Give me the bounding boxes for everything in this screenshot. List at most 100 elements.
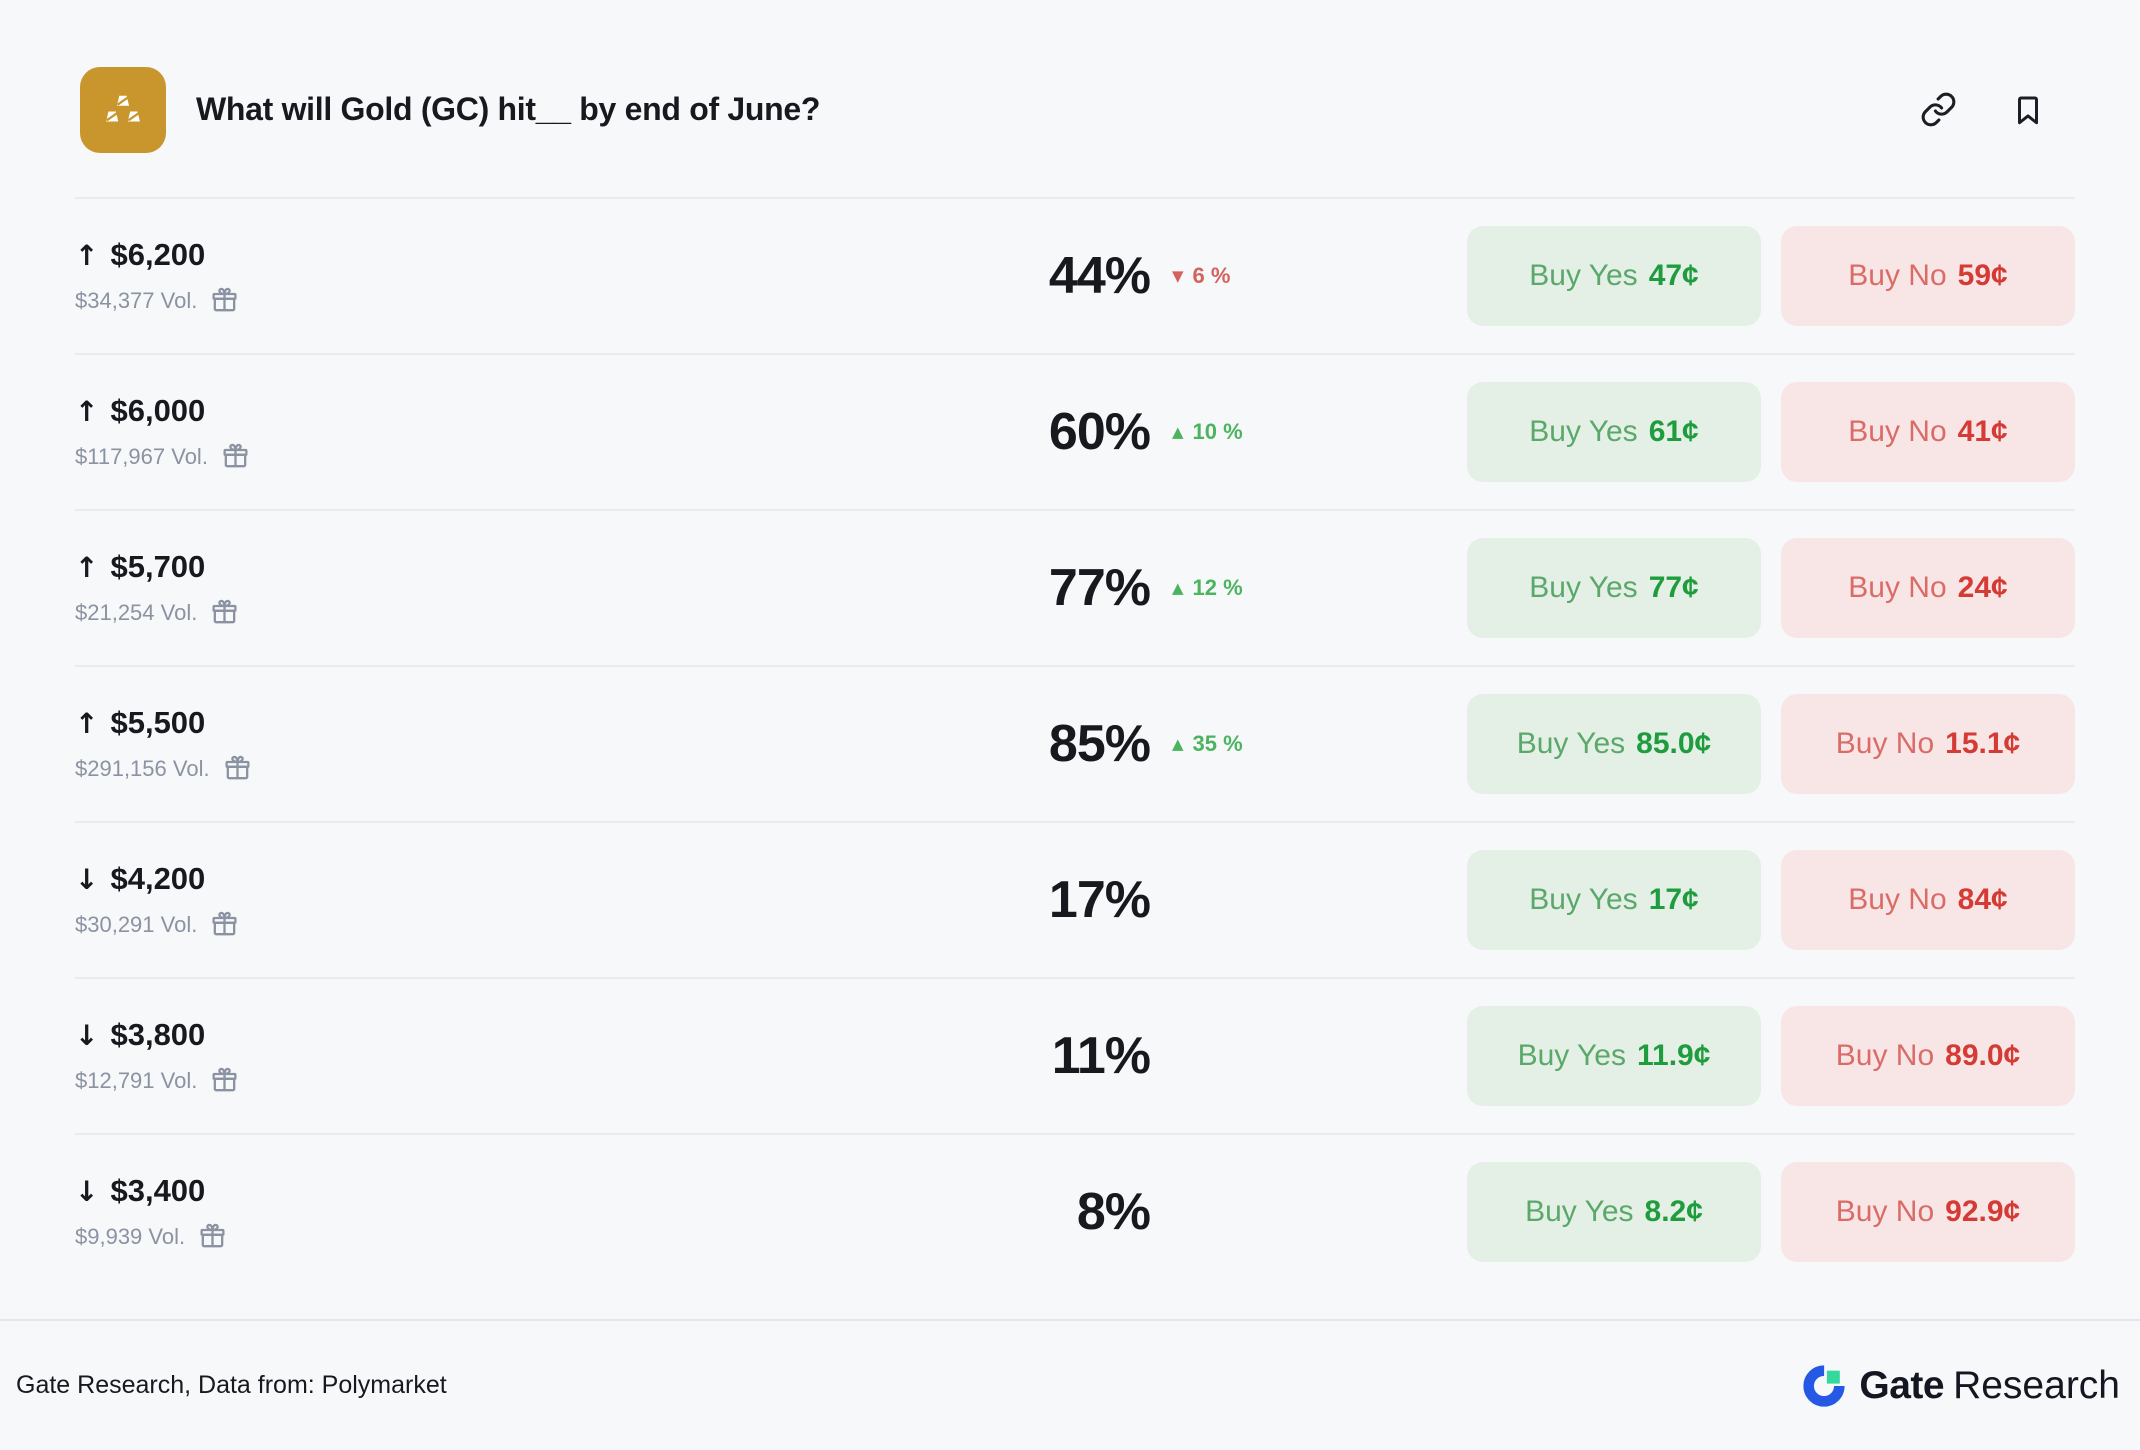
- outcome-info: ↑ $6,000 $117,967 Vol.: [75, 393, 635, 471]
- source-attribution: Gate Research, Data from: Polymarket: [16, 1371, 447, 1399]
- direction-arrow-icon: ↓: [75, 862, 99, 896]
- market-row: ↑ $5,700 $21,254 Vol.: [75, 509, 2075, 665]
- change-indicator: ▲ 35 %: [1172, 731, 1322, 757]
- chance-percent: 17%: [1048, 871, 1151, 929]
- direction-arrow-icon: ↓: [75, 1174, 99, 1208]
- buy-no-button[interactable]: Buy No 59¢: [1781, 226, 2075, 326]
- outcome-price-value: $4,200: [110, 861, 206, 896]
- buy-no-button[interactable]: Buy No 15.1¢: [1781, 694, 2075, 794]
- market-row: ↓ $3,800 $12,791 Vol.: [75, 977, 2075, 1133]
- outcome-volume: $30,291 Vol.: [75, 910, 635, 939]
- chance-percent: 44%: [1048, 247, 1151, 305]
- market-row: ↑ $6,200 $34,377 Vol.: [75, 197, 2075, 353]
- gift-icon[interactable]: [210, 1066, 239, 1095]
- buy-yes-price: 8.2¢: [1644, 1195, 1703, 1228]
- volume-label: $30,291 Vol.: [75, 911, 198, 937]
- market-row: ↑ $6,000 $117,967 Vol.: [75, 353, 2075, 509]
- outcome-info: ↑ $5,500 $291,156 Vol.: [75, 705, 635, 783]
- volume-label: $9,939 Vol.: [75, 1223, 186, 1249]
- buy-yes-button[interactable]: Buy Yes 61¢: [1467, 382, 1761, 482]
- row-buttons: Buy Yes 11.9¢ Buy No 89.0¢: [1467, 1006, 2075, 1106]
- bookmark-button[interactable]: [2011, 93, 2045, 127]
- buy-yes-price: 61¢: [1648, 415, 1699, 448]
- buy-no-button[interactable]: Buy No 89.0¢: [1781, 1006, 2075, 1106]
- buy-no-label: Buy No: [1835, 1195, 1935, 1228]
- buy-no-label: Buy No: [1848, 259, 1947, 292]
- buy-yes-button[interactable]: Buy Yes 77¢: [1467, 538, 1761, 638]
- volume-label: $12,791 Vol.: [75, 1067, 198, 1093]
- chance-percent: 8%: [1076, 1183, 1151, 1241]
- outcome-price-value: $5,500: [110, 705, 206, 740]
- buy-yes-price: 17¢: [1648, 883, 1699, 916]
- buy-yes-button[interactable]: Buy Yes 47¢: [1467, 226, 1761, 326]
- market-row: ↓ $3,400 $9,939 Vol.: [75, 1133, 2075, 1289]
- outcome-info: ↓ $3,400 $9,939 Vol.: [75, 1173, 635, 1251]
- direction-arrow-icon: ↑: [75, 238, 99, 272]
- header: What will Gold (GC) hit__ by end of June…: [0, 0, 2140, 197]
- buy-yes-label: Buy Yes: [1529, 415, 1638, 448]
- gift-icon[interactable]: [223, 754, 252, 783]
- buy-yes-label: Buy Yes: [1529, 571, 1638, 604]
- link-icon: [1920, 91, 1957, 128]
- gift-icon[interactable]: [210, 910, 239, 939]
- market-row: ↓ $4,200 $30,291 Vol.: [75, 821, 2075, 977]
- buy-no-label: Buy No: [1848, 415, 1947, 448]
- gate-logo-wordmark: Gate Research: [1859, 1364, 2120, 1408]
- row-buttons: Buy Yes 85.0¢ Buy No 15.1¢: [1467, 694, 2075, 794]
- buy-no-button[interactable]: Buy No 24¢: [1781, 538, 2075, 638]
- bookmark-icon: [2011, 93, 2045, 127]
- row-buttons: Buy Yes 61¢ Buy No 41¢: [1467, 382, 2075, 482]
- change-triangle-icon: ▼: [1172, 266, 1184, 285]
- buy-yes-label: Buy Yes: [1529, 259, 1638, 292]
- change-indicator: ▲ 10 %: [1172, 419, 1322, 445]
- gift-icon[interactable]: [198, 1222, 227, 1251]
- gift-icon[interactable]: [210, 598, 239, 627]
- chance-percent: 60%: [1048, 403, 1151, 461]
- outcome-volume: $21,254 Vol.: [75, 598, 635, 627]
- buy-yes-button[interactable]: Buy Yes 8.2¢: [1467, 1162, 1761, 1262]
- row-buttons: Buy Yes 8.2¢ Buy No 92.9¢: [1467, 1162, 2075, 1262]
- row-buttons: Buy Yes 47¢ Buy No 59¢: [1467, 226, 2075, 326]
- buy-no-price: 84¢: [1957, 883, 2008, 916]
- buy-yes-price: 85.0¢: [1636, 727, 1712, 760]
- buy-yes-label: Buy Yes: [1516, 727, 1626, 760]
- gate-logo-mark-icon: [1801, 1363, 1847, 1409]
- buy-no-button[interactable]: Buy No 84¢: [1781, 850, 2075, 950]
- buy-yes-label: Buy Yes: [1529, 883, 1638, 916]
- buy-no-label: Buy No: [1848, 571, 1947, 604]
- volume-label: $117,967 Vol.: [75, 443, 208, 469]
- buy-no-button[interactable]: Buy No 92.9¢: [1781, 1162, 2075, 1262]
- copy-link-button[interactable]: [1920, 91, 1957, 128]
- gift-icon[interactable]: [210, 286, 239, 315]
- buy-yes-button[interactable]: Buy Yes 85.0¢: [1467, 694, 1761, 794]
- gift-icon[interactable]: [221, 442, 250, 471]
- buy-no-label: Buy No: [1835, 727, 1935, 760]
- chance-percent: 11%: [1051, 1027, 1151, 1085]
- chance-zone: 8%: [635, 1182, 1151, 1242]
- outcome-price: ↓ $3,800: [75, 1017, 635, 1053]
- market-row: ↑ $5,500 $291,156 Vol.: [75, 665, 2075, 821]
- chance-zone: 44% ▼ 6 %: [635, 246, 1322, 306]
- volume-label: $34,377 Vol.: [75, 287, 198, 313]
- logo-text-gate: Gate: [1859, 1363, 1945, 1407]
- change-triangle-icon: ▲: [1172, 422, 1184, 441]
- outcome-info: ↑ $6,200 $34,377 Vol.: [75, 237, 635, 315]
- outcome-volume: $9,939 Vol.: [75, 1222, 635, 1251]
- chance-zone: 77% ▲ 12 %: [635, 558, 1322, 618]
- buy-no-label: Buy No: [1835, 1039, 1935, 1072]
- buy-yes-button[interactable]: Buy Yes 11.9¢: [1467, 1006, 1761, 1106]
- buy-yes-price: 11.9¢: [1637, 1039, 1711, 1072]
- buy-no-price: 24¢: [1957, 571, 2008, 604]
- row-buttons: Buy Yes 77¢ Buy No 24¢: [1467, 538, 2075, 638]
- outcome-price: ↓ $3,400: [75, 1173, 635, 1209]
- outcome-price-value: $5,700: [110, 549, 206, 584]
- footer: Gate Research, Data from: Polymarket Gat…: [0, 1319, 2140, 1450]
- buy-yes-button[interactable]: Buy Yes 17¢: [1467, 850, 1761, 950]
- buy-yes-label: Buy Yes: [1525, 1195, 1634, 1228]
- change-value: 6 %: [1192, 263, 1231, 288]
- page-title: What will Gold (GC) hit__ by end of June…: [196, 91, 821, 127]
- chance-percent: 77%: [1048, 559, 1151, 617]
- buy-no-button[interactable]: Buy No 41¢: [1781, 382, 2075, 482]
- change-triangle-icon: ▲: [1172, 734, 1184, 753]
